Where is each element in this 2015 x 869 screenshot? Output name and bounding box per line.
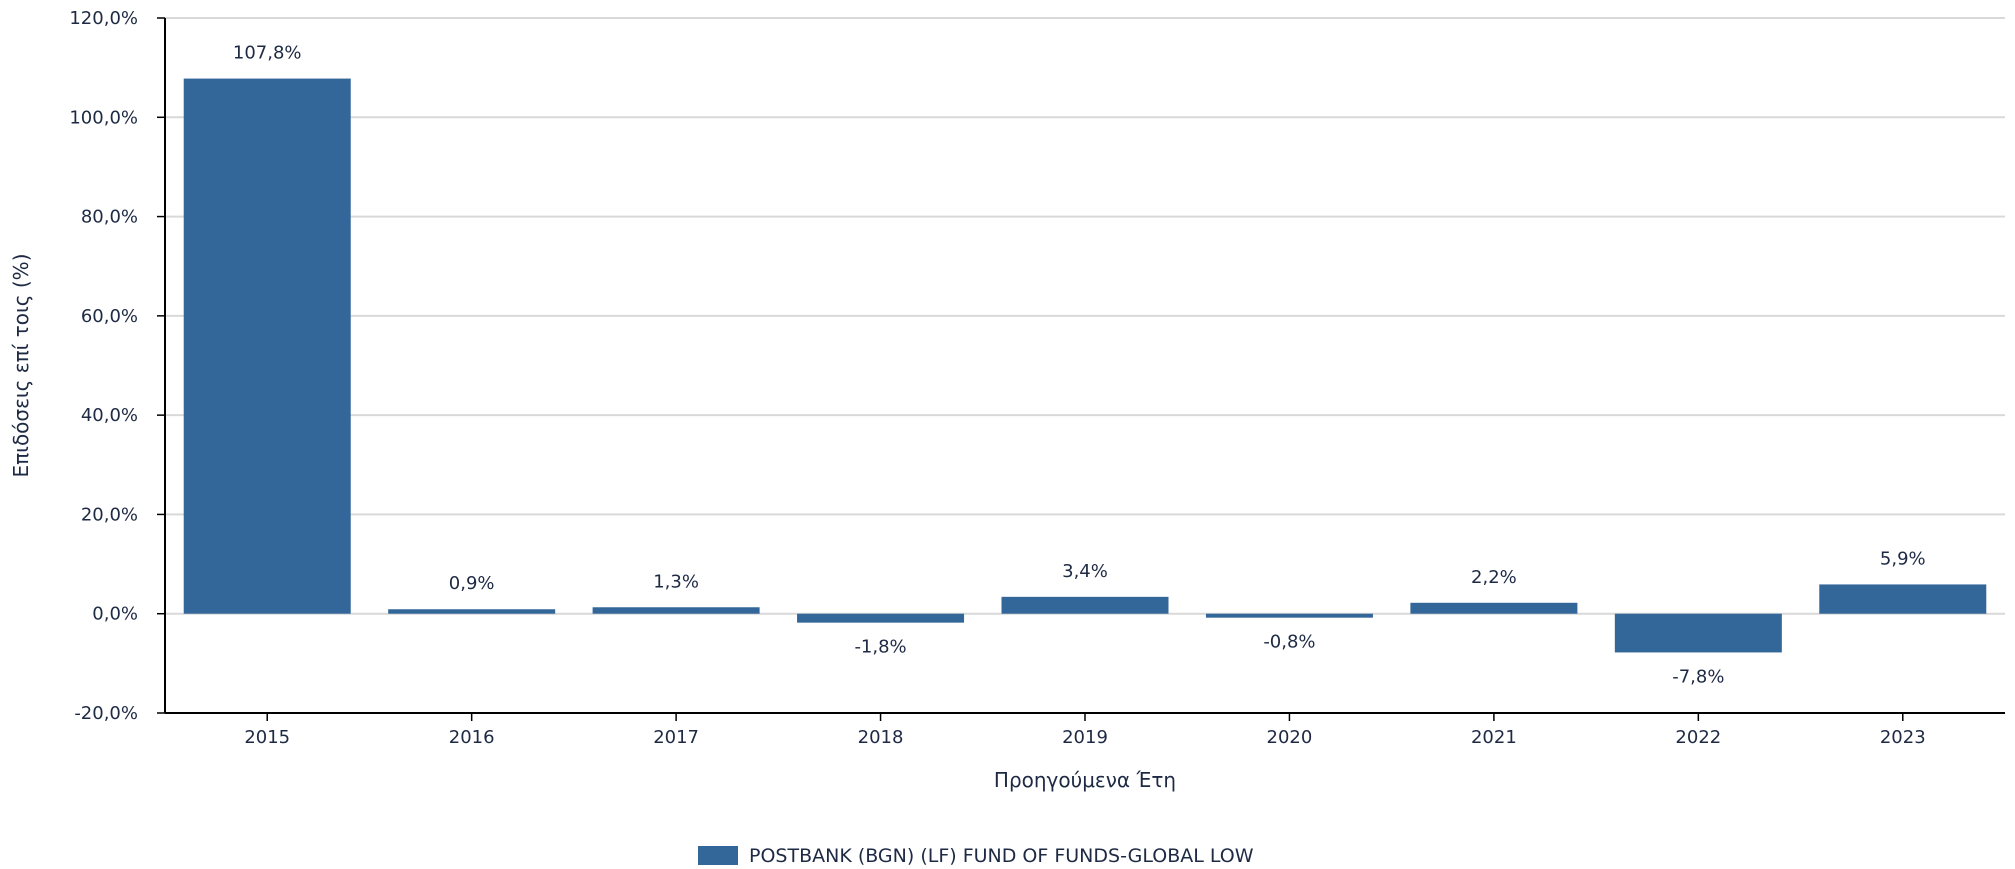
bar-2018: [797, 613, 965, 623]
data-label-2021: 2,2%: [1471, 567, 1517, 588]
y-tick-label: 100,0%: [69, 107, 138, 128]
bar-2017: [592, 607, 760, 614]
x-tick-label-2017: 2017: [653, 727, 699, 748]
data-label-2019: 3,4%: [1062, 561, 1108, 582]
bar-2015: [183, 78, 351, 614]
data-label-2018: -1,8%: [854, 637, 906, 658]
bar-2022: [1614, 613, 1782, 653]
y-tick-label: 40,0%: [81, 405, 138, 426]
legend-swatch: [698, 846, 738, 865]
bar-2023: [1819, 584, 1987, 614]
data-label-2023: 5,9%: [1880, 548, 1926, 569]
y-tick-labels: 120,0% 100,0% 80,0% 60,0% 40,0% 20,0% 0,0% -20,…: [69, 8, 138, 724]
x-tick-label-2023: 2023: [1880, 727, 1926, 748]
legend: POSTBANK (BGN) (LF) FUND OF FUNDS-GLOBAL…: [698, 845, 1254, 867]
y-tick-label: -20,0%: [74, 703, 138, 724]
y-tick-label: 60,0%: [81, 306, 138, 327]
x-tick-label-2018: 2018: [858, 727, 904, 748]
y-tick-label: 0,0%: [92, 604, 138, 625]
y-axis-title: Επιδόσεις επί τοις (%): [9, 254, 33, 478]
x-tick-label-2020: 2020: [1267, 727, 1313, 748]
y-tick-label: 120,0%: [69, 8, 138, 29]
x-tick-label-2019: 2019: [1062, 727, 1108, 748]
data-label-2020: -0,8%: [1263, 632, 1315, 653]
y-tick-label: 20,0%: [81, 504, 138, 525]
x-tick-label-2016: 2016: [449, 727, 495, 748]
bar-2016: [388, 609, 556, 614]
x-tick-label-2021: 2021: [1471, 727, 1517, 748]
bar-2021: [1410, 602, 1578, 614]
data-label-2016: 0,9%: [449, 573, 495, 594]
data-labels: 107,8% 0,9% 1,3% -1,8% 3,4% -0,8% 2,2% -7,8% 5,9…: [233, 43, 1926, 688]
bar-2020: [1205, 613, 1373, 618]
x-tick-label-2015: 2015: [244, 727, 290, 748]
y-tick-label: 80,0%: [81, 207, 138, 228]
x-axis-title: Προηγούμενα Έτη: [994, 768, 1176, 792]
legend-label: POSTBANK (BGN) (LF) FUND OF FUNDS-GLOBAL…: [749, 845, 1254, 867]
data-label-2015: 107,8%: [233, 43, 302, 64]
x-tick-labels: 2015 2016 2017 2018 2019 2020 2021 2022 2023: [244, 713, 1926, 748]
x-tick-label-2022: 2022: [1675, 727, 1721, 748]
bar-2019: [1001, 596, 1169, 614]
bars: [183, 78, 1987, 653]
data-label-2017: 1,3%: [653, 571, 699, 592]
data-label-2022: -7,8%: [1672, 666, 1724, 687]
